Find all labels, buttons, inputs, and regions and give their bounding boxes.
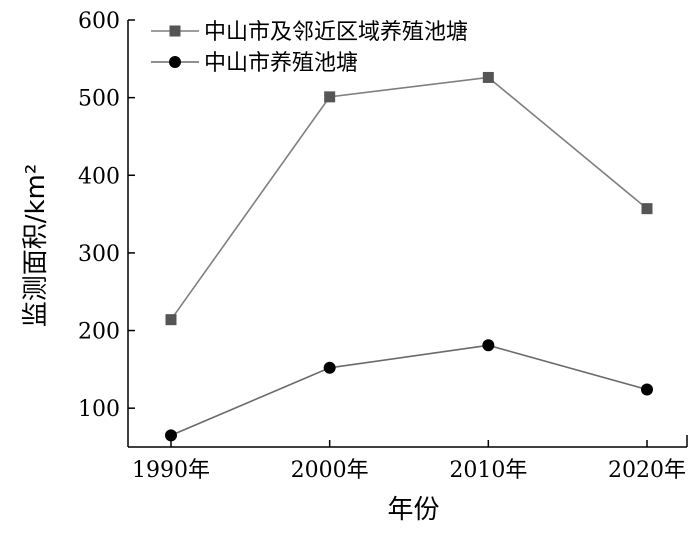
series-1 xyxy=(165,71,653,326)
y-tick-label: 400 xyxy=(78,164,120,189)
legend-marker xyxy=(169,25,181,37)
data-point xyxy=(165,429,177,442)
y-tick-label: 300 xyxy=(78,242,120,267)
legend-item: 中山市及邻近区域养殖池塘 xyxy=(151,20,468,45)
data-point xyxy=(323,361,336,374)
x-axis-title: 年份 xyxy=(387,495,439,525)
y-tick-label: 100 xyxy=(78,397,120,422)
x-tick-label: 1990年 xyxy=(132,458,210,483)
x-tick-label: 2000年 xyxy=(291,458,369,483)
legend-marker xyxy=(169,56,181,68)
x-tick-label: 2020年 xyxy=(608,458,686,483)
axes xyxy=(127,20,688,448)
data-point xyxy=(165,314,177,326)
series-line xyxy=(170,344,648,437)
data-point xyxy=(482,339,495,352)
data-point xyxy=(324,91,336,103)
data-point xyxy=(482,71,494,83)
y-tick-label: 200 xyxy=(78,320,120,345)
legend-label: 中山市及邻近区域养殖池塘 xyxy=(204,20,468,45)
x-tick-label: 2010年 xyxy=(449,458,527,483)
y-tick-label: 500 xyxy=(78,87,120,112)
data-point xyxy=(641,203,653,215)
y-ticks: 100 200 300 400 500 600 xyxy=(78,9,135,422)
data-point xyxy=(641,383,653,396)
y-tick-label: 600 xyxy=(78,9,120,34)
x-ticks: 1990年 2000年 2010年 2020年 xyxy=(132,440,686,483)
y-axis-title: 监测面积/km² xyxy=(21,164,51,328)
series-2 xyxy=(165,339,653,442)
series-layer xyxy=(165,71,653,442)
legend-item: 中山市养殖池塘 xyxy=(151,51,358,76)
legend-label: 中山市养殖池塘 xyxy=(204,51,358,76)
series-line xyxy=(170,76,648,321)
